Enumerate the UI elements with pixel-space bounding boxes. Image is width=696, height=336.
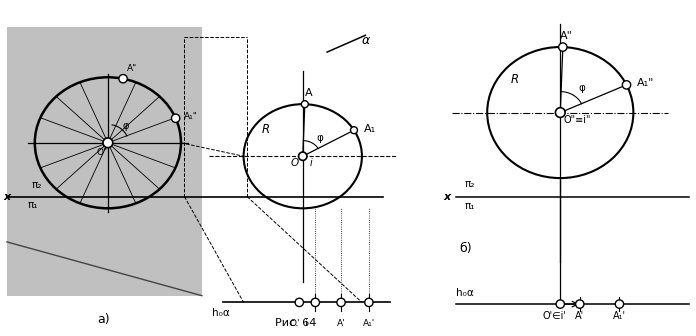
Text: π₂: π₂	[465, 179, 475, 189]
Ellipse shape	[576, 300, 584, 308]
Text: A': A'	[575, 311, 585, 321]
Text: π₂: π₂	[31, 180, 42, 190]
Text: A₁": A₁"	[184, 112, 198, 121]
Ellipse shape	[351, 127, 358, 134]
Text: A₁': A₁'	[613, 311, 626, 321]
Text: φ: φ	[579, 83, 585, 93]
Text: A₁: A₁	[364, 124, 376, 133]
Text: A": A"	[127, 64, 137, 73]
Ellipse shape	[171, 114, 180, 122]
Text: h₀α: h₀α	[456, 288, 474, 298]
Ellipse shape	[119, 75, 127, 83]
Text: x: x	[444, 192, 451, 202]
Ellipse shape	[311, 298, 319, 306]
Text: x: x	[3, 192, 10, 202]
Ellipse shape	[337, 298, 345, 306]
Text: O": O"	[97, 148, 108, 157]
Text: R: R	[262, 123, 269, 136]
Text: α: α	[362, 34, 370, 47]
Text: A": A"	[560, 31, 573, 41]
Text: O'∈i': O'∈i'	[543, 311, 567, 321]
Text: φ: φ	[316, 133, 323, 143]
Ellipse shape	[555, 108, 565, 118]
Text: π₁: π₁	[28, 200, 38, 210]
Text: Рис. 64: Рис. 64	[275, 318, 316, 328]
Text: б): б)	[459, 242, 472, 255]
Ellipse shape	[295, 298, 303, 306]
Text: O: O	[290, 158, 299, 168]
Text: π₁: π₁	[465, 201, 475, 211]
Ellipse shape	[556, 300, 564, 308]
Ellipse shape	[615, 300, 624, 308]
Polygon shape	[7, 27, 202, 296]
Ellipse shape	[301, 101, 308, 108]
Text: φ: φ	[123, 121, 129, 131]
Text: i: i	[310, 158, 313, 168]
Text: O"≡i": O"≡i"	[564, 115, 592, 125]
Ellipse shape	[299, 152, 307, 160]
Text: h₀α: h₀α	[212, 308, 230, 318]
Text: R: R	[511, 73, 519, 86]
Text: A₁': A₁'	[363, 319, 375, 328]
Ellipse shape	[365, 298, 373, 306]
Text: O'  i: O' i	[290, 319, 308, 328]
Text: A': A'	[337, 319, 345, 328]
Text: A₁": A₁"	[637, 78, 654, 88]
Ellipse shape	[622, 81, 631, 89]
Ellipse shape	[559, 43, 567, 51]
Text: A: A	[304, 88, 312, 98]
Text: а): а)	[97, 312, 110, 326]
Ellipse shape	[103, 138, 113, 148]
